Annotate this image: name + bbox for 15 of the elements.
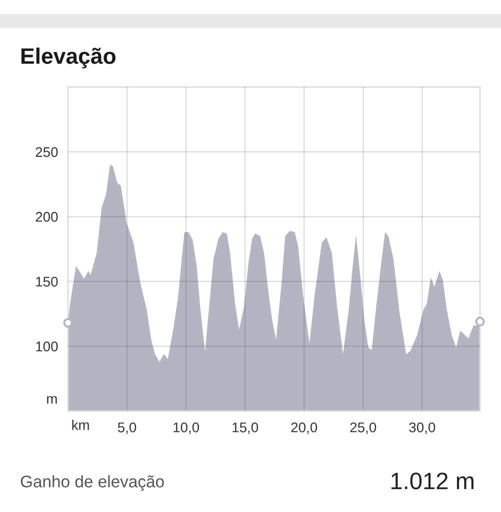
x-tick-label: 10,0: [174, 422, 200, 434]
x-tick-label: 30,0: [409, 422, 436, 434]
x-tick-label: 25,0: [350, 422, 376, 434]
y-tick-label: 250: [36, 147, 58, 157]
x-tick-label: 5,0: [118, 422, 136, 434]
y-tick-label: 150: [36, 276, 58, 287]
x-tick-label: 20,0: [291, 422, 318, 434]
y-tick-label: 200: [36, 212, 58, 222]
text: 1.012 m: [391, 472, 474, 490]
x-tick-label: 15,0: [232, 422, 258, 434]
chart-title: Elevação: [21, 48, 116, 68]
text: Ganho de elevação: [20, 475, 164, 491]
x-axis-title: km: [72, 420, 89, 430]
y-tick-label: 100: [36, 342, 58, 352]
y-axis-title: m: [47, 396, 57, 404]
